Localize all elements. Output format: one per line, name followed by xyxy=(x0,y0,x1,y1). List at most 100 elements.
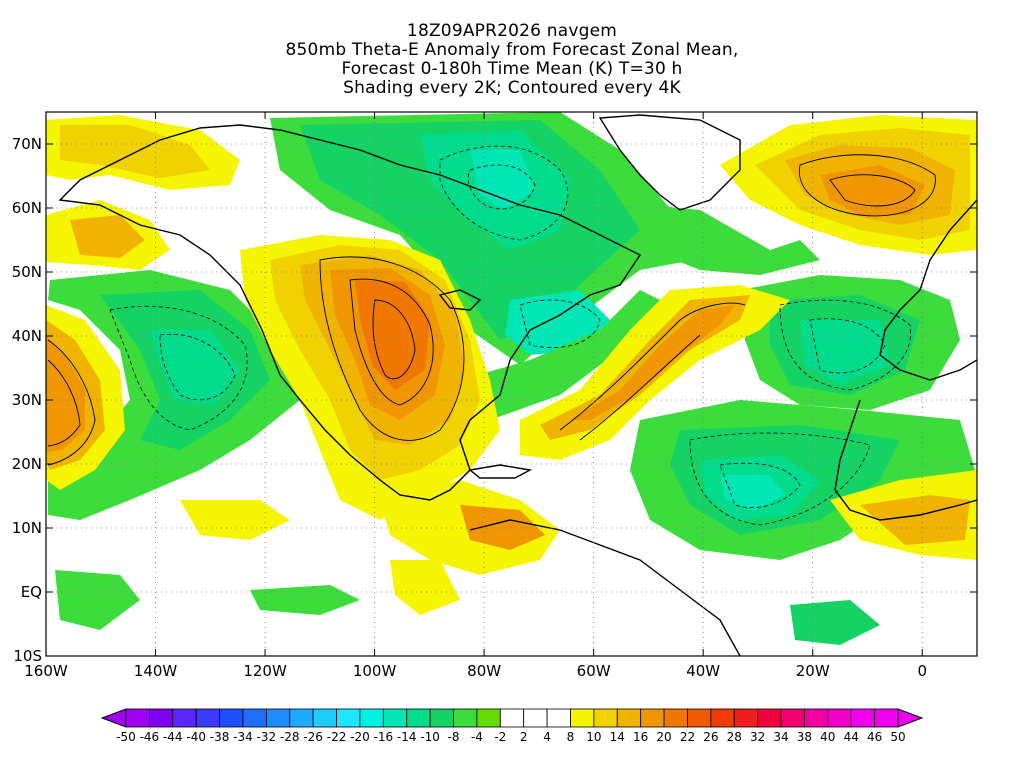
colorbar-swatch xyxy=(476,708,501,728)
lon-tick-label: 160W xyxy=(24,662,68,680)
colorbar-swatch xyxy=(429,708,454,728)
colorbar-label: -40 xyxy=(186,730,206,744)
colorbar-label: -44 xyxy=(163,730,183,744)
colorbar-swatch xyxy=(874,708,899,728)
colorbar-swatch xyxy=(195,708,220,728)
title-line-3: Forecast 0-180h Time Mean (K) T=30 h xyxy=(341,59,683,79)
plot-frame xyxy=(45,111,978,657)
lat-tick-label: 30N xyxy=(12,391,42,409)
colorbar-swatch xyxy=(406,708,431,728)
colorbar-swatch xyxy=(757,708,782,728)
greenland-coastline xyxy=(598,114,741,211)
colorbar-swatch xyxy=(523,708,548,728)
colorbar-label: 28 xyxy=(727,730,742,744)
lat-tick-label: 20N xyxy=(12,455,42,473)
colorbar-label: 16 xyxy=(633,730,648,744)
colorbar-swatch xyxy=(265,708,291,728)
lon-tick-label: 20W xyxy=(796,662,830,680)
colorbar-swatch xyxy=(546,708,571,728)
colorbar-label: -28 xyxy=(280,730,300,744)
europe-coastline xyxy=(879,199,977,381)
colorbar-swatch xyxy=(453,708,478,728)
colorbar-label: -50 xyxy=(116,730,136,744)
colorbar-swatch xyxy=(804,708,829,728)
colorbar-label: -16 xyxy=(374,730,394,744)
colorbar-label: 46 xyxy=(867,730,882,744)
colorbar-swatch xyxy=(663,708,688,728)
colorbar-label: 2 xyxy=(520,730,528,744)
colorbar-label: 32 xyxy=(750,730,765,744)
colorbar-label: -2 xyxy=(494,730,506,744)
colorbar-swatch xyxy=(616,708,642,728)
colorbar-label: 10 xyxy=(586,730,601,744)
lat-tick-label: 70N xyxy=(12,135,42,153)
colorbar-label: 38 xyxy=(797,730,812,744)
great-lakes-outline xyxy=(438,289,482,311)
colorbar-label: 14 xyxy=(610,730,625,744)
colorbar-label: -22 xyxy=(327,730,347,744)
lat-tick-label: EQ xyxy=(21,583,42,601)
colorbar-label: -32 xyxy=(257,730,277,744)
title-line-4: Shading every 2K; Contoured every 4K xyxy=(343,78,681,98)
colorbar-swatch xyxy=(359,708,384,728)
colorbar-swatch xyxy=(125,708,150,728)
lon-tick-label: 140W xyxy=(134,662,178,680)
colorbar-swatch xyxy=(570,708,595,728)
colorbar: -50 -46 -44 -40 -38 -34 -32 -28 -26 -22 -20 -16 -14-… xyxy=(100,708,924,744)
cuba-coastline xyxy=(468,464,533,479)
colorbar-label: 8 xyxy=(567,730,575,744)
lon-tick-label: 40W xyxy=(686,662,720,680)
colorbar-label: -46 xyxy=(140,730,160,744)
colorbar-label: -10 xyxy=(420,730,440,744)
colorbar-swatch xyxy=(312,708,337,728)
grid-lines xyxy=(46,112,977,656)
colorbar-swatch xyxy=(710,708,735,728)
colorbar-swatch xyxy=(593,708,618,728)
colorbar-label: 22 xyxy=(680,730,695,744)
colorbar-label: 34 xyxy=(773,730,788,744)
lon-tick-label: 0 xyxy=(917,662,927,680)
lat-tick-label: 50N xyxy=(12,263,42,281)
colorbar-label: -20 xyxy=(350,730,370,744)
colorbar-label: 40 xyxy=(820,730,835,744)
colorbar-label: 4 xyxy=(543,730,551,744)
colorbar-swatch xyxy=(336,708,361,728)
colorbar-label: 26 xyxy=(703,730,718,744)
colorbar-right-arrow xyxy=(897,708,924,728)
colorbar-left-arrow xyxy=(100,708,127,728)
lat-tick-label: 60N xyxy=(12,199,42,217)
lon-tick-label: 60W xyxy=(577,662,611,680)
lon-tick-label: 100W xyxy=(353,662,397,680)
colorbar-swatch xyxy=(827,708,852,728)
colorbar-label: -26 xyxy=(303,730,323,744)
colorbar-swatch xyxy=(499,708,525,728)
colorbar-swatch xyxy=(242,708,267,728)
plot-area xyxy=(46,112,977,656)
colorbar-swatch xyxy=(780,708,805,728)
title-line-1: 18Z09APR2026 navgem xyxy=(406,21,618,41)
north-america-coastline xyxy=(58,124,642,501)
colorbar-swatch xyxy=(850,708,876,728)
colorbar-label: -34 xyxy=(233,730,253,744)
colorbar-swatch xyxy=(640,708,665,728)
colorbar-label: -8 xyxy=(448,730,460,744)
axis-ticks xyxy=(45,112,977,657)
colorbar-label: 50 xyxy=(890,730,905,744)
colorbar-swatch xyxy=(289,708,314,728)
colorbar-label: -14 xyxy=(397,730,417,744)
negative-contours xyxy=(109,145,912,526)
lon-tick-label: 80W xyxy=(467,662,501,680)
contours xyxy=(47,154,936,466)
colorbar-label: -38 xyxy=(210,730,230,744)
south-america-coastline xyxy=(469,519,741,656)
colorbar-label: 20 xyxy=(656,730,671,744)
map-title: 18Z09APR2026 navgem 850mb Theta-E Anomal… xyxy=(0,22,1024,98)
colorbar-label: 44 xyxy=(844,730,859,744)
colorbar-label: -4 xyxy=(471,730,483,744)
lon-tick-label: 120W xyxy=(243,662,287,680)
colorbar-swatch xyxy=(219,708,244,728)
title-line-2: 850mb Theta-E Anomaly from Forecast Zona… xyxy=(285,40,739,60)
colorbar-swatch xyxy=(733,708,759,728)
colorbar-swatch xyxy=(687,708,712,728)
